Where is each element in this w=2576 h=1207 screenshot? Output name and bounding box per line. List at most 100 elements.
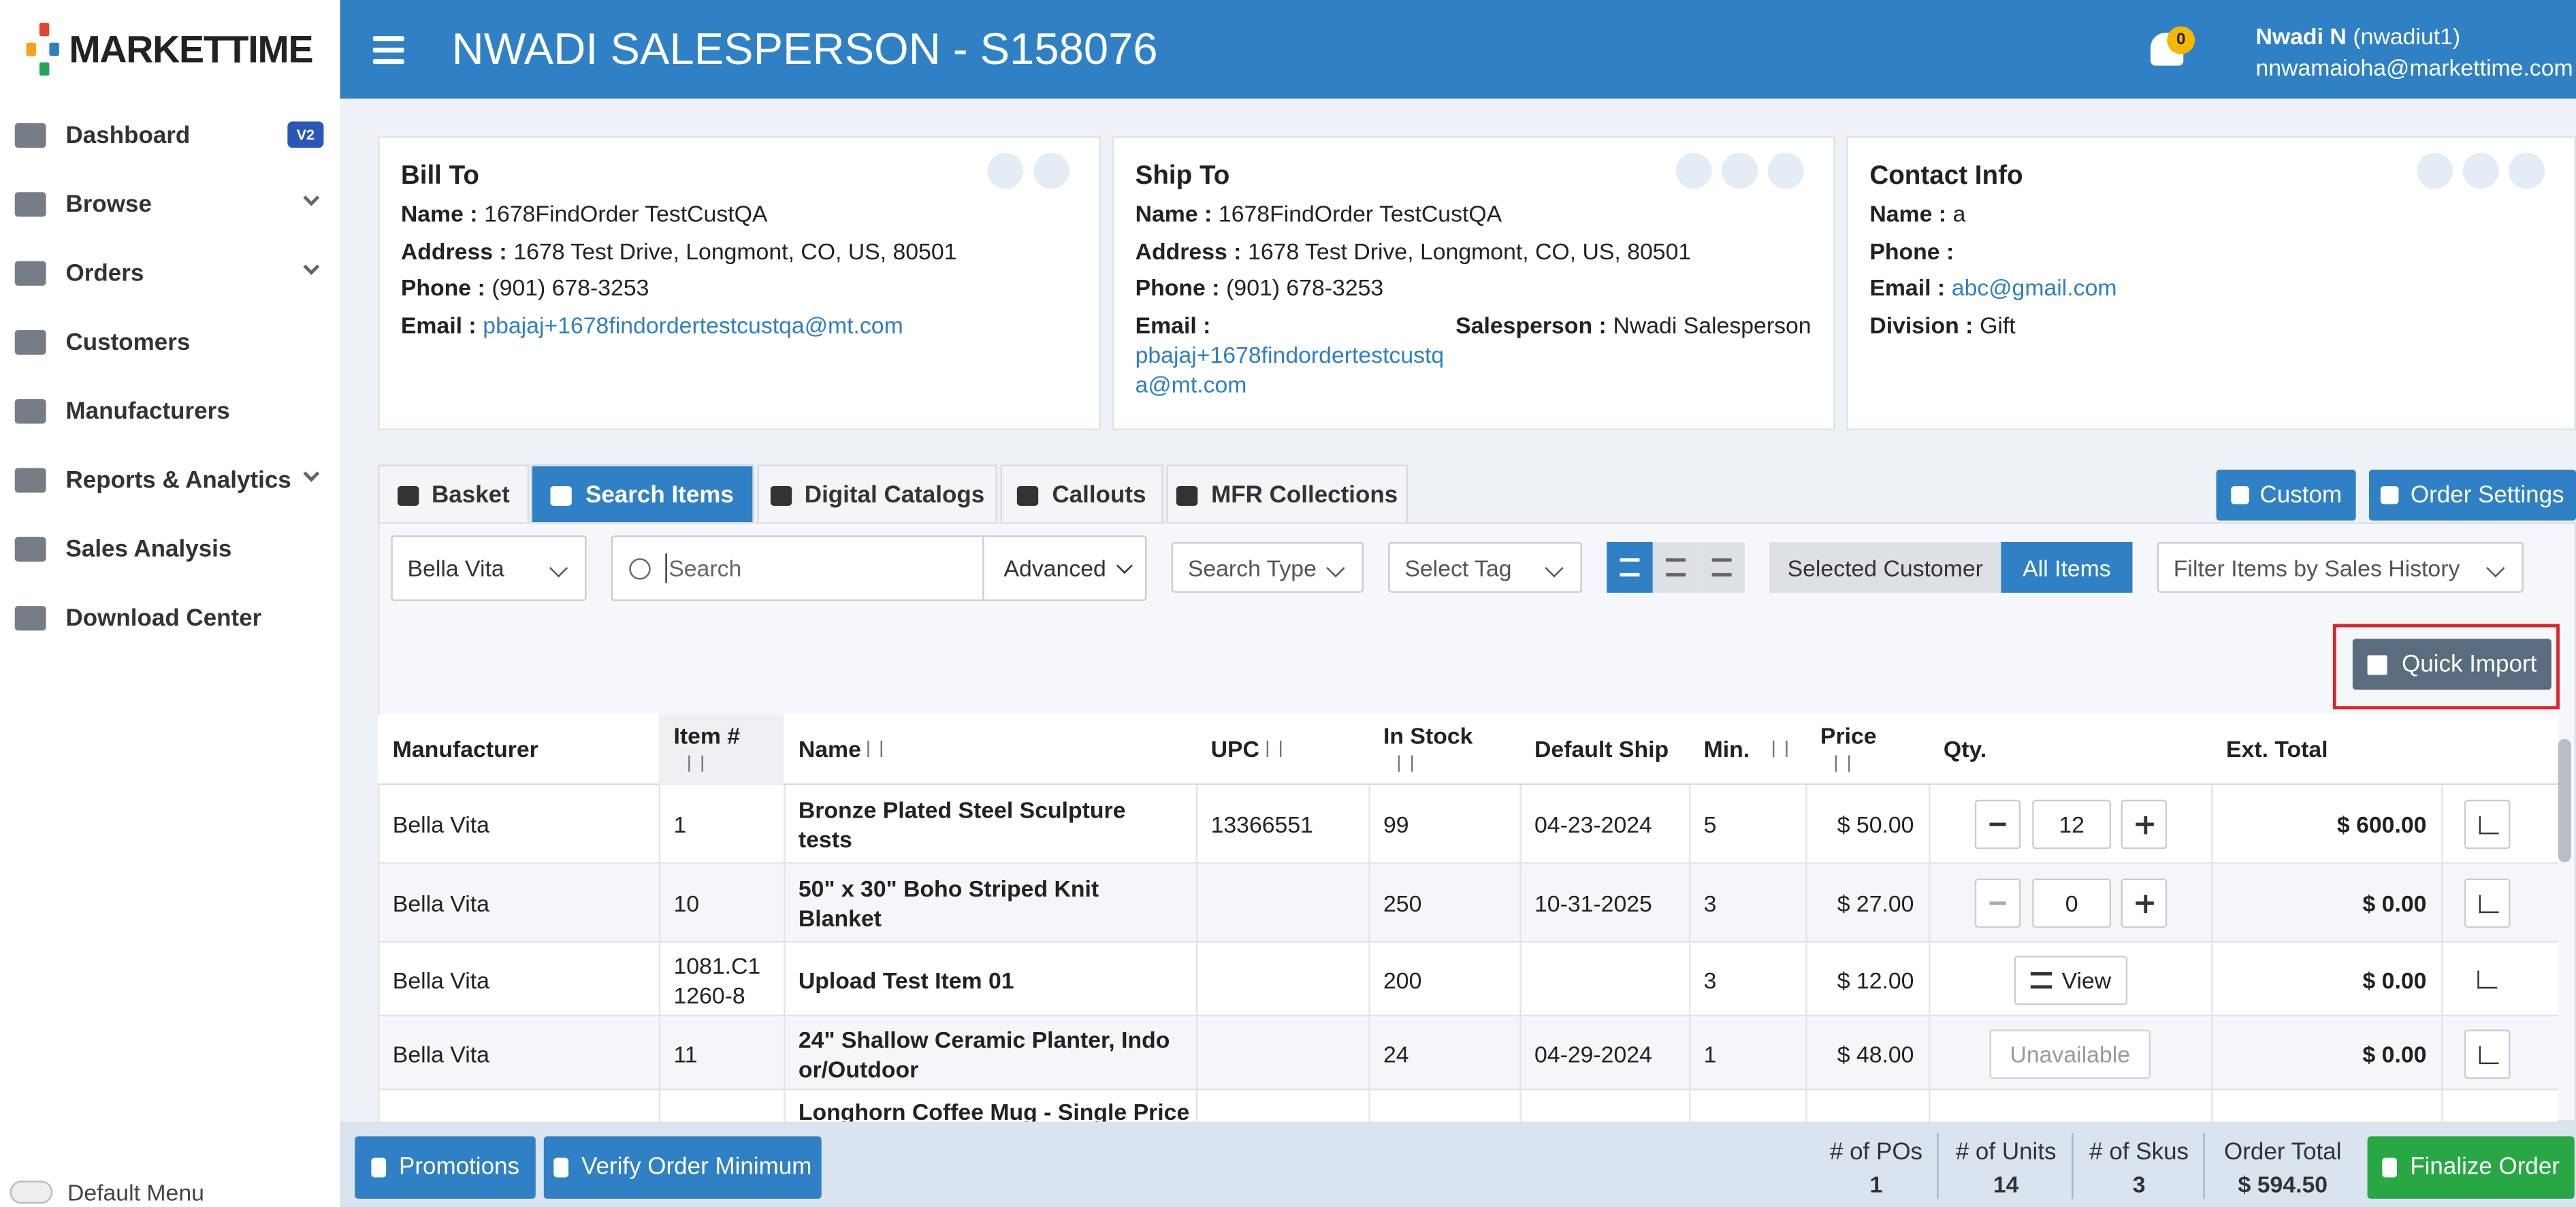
row-action[interactable]: [2464, 799, 2511, 850]
column-header[interactable]: UPC: [1210, 735, 1259, 762]
button-icon: [2230, 486, 2249, 504]
row-action[interactable]: [2464, 955, 2511, 1004]
tab[interactable]: Basket: [378, 464, 530, 524]
field-value: 1678FindOrder TestCustQA: [484, 200, 768, 227]
nav-item[interactable]: Reports & Analytics: [65, 468, 291, 495]
field-link[interactable]: pbajaj+1678findordertestcustqa@mt.com: [1135, 340, 1445, 397]
view-button[interactable]: View: [2014, 955, 2128, 1005]
search-type-select[interactable]: Search Type: [1171, 542, 1364, 593]
selected-customer[interactable]: Selected Customer: [1769, 542, 2001, 593]
card-action[interactable]: [987, 152, 1024, 189]
field-link[interactable]: abc@gmail.com: [1951, 274, 2117, 301]
user-id: (nwadiut1): [2353, 22, 2461, 50]
card-action[interactable]: [1675, 152, 1712, 189]
cell-divider: [1929, 942, 1931, 1017]
qty-plus[interactable]: [2121, 799, 2168, 850]
field-label: Phone :: [1869, 237, 1954, 264]
tab[interactable]: Callouts: [1000, 464, 1163, 524]
nav-item[interactable]: Dashboard: [65, 123, 191, 150]
table-cell[interactable]: Bronze Plated Steel Sculpture tests: [798, 796, 1126, 852]
tab[interactable]: MFR Collections: [1166, 464, 1408, 524]
column-header[interactable]: Price: [1820, 722, 1877, 749]
nav-item[interactable]: Orders: [65, 261, 144, 288]
button-icon: [2382, 1157, 2397, 1178]
tag-select[interactable]: Select Tag: [1388, 542, 1583, 593]
card-action[interactable]: [1722, 152, 1758, 189]
nav-item[interactable]: Customers: [65, 329, 191, 357]
field-label: Phone :: [400, 274, 485, 301]
cell-divider: [1368, 942, 1370, 1017]
tab-icon: [770, 485, 792, 505]
manufacturer-select[interactable]: Bella Vita: [391, 535, 587, 601]
qty-input[interactable]: 0: [2032, 878, 2112, 928]
cell-divider: [1195, 1016, 1198, 1091]
custom-button[interactable]: Custom: [2216, 469, 2356, 521]
card-action[interactable]: [1033, 152, 1070, 189]
column-header[interactable]: Name: [798, 735, 861, 762]
row-action[interactable]: [2464, 878, 2511, 928]
nav-item[interactable]: Sales Analysis: [65, 536, 232, 564]
qty-minus[interactable]: [1974, 799, 2021, 850]
table-cell: $ 50.00: [1837, 811, 1914, 838]
search-box[interactable]: Search Advanced: [611, 535, 1147, 601]
search-input[interactable]: Search: [665, 553, 978, 583]
table-cell: Bella Vita: [392, 966, 489, 993]
column-header[interactable]: Item #: [673, 722, 741, 749]
nav-icon: [14, 399, 46, 424]
table-cell: 1: [673, 811, 687, 838]
table-row: [378, 863, 2558, 943]
column-header[interactable]: Min.: [1703, 735, 1750, 762]
verify-button[interactable]: Verify Order Minimum: [543, 1136, 822, 1199]
nav-item[interactable]: Browse: [65, 192, 152, 219]
nav-badge: V2: [287, 121, 324, 148]
card-action[interactable]: [2416, 152, 2453, 189]
quick-import[interactable]: Quick Import: [2352, 639, 2551, 690]
qty-plus[interactable]: [2121, 878, 2168, 928]
nav-item[interactable]: Manufacturers: [65, 399, 230, 425]
card-field: Name :1678FindOrder TestCustQA: [401, 199, 1091, 297]
select-text: Filter Items by Sales History: [2173, 554, 2460, 581]
field-label: Salesperson :: [1455, 311, 1607, 338]
button-icon: [553, 1157, 568, 1178]
table-cell: 5: [1703, 811, 1717, 838]
table-cell[interactable]: 24" Shallow Ceramic Planter, Indoor/Outd…: [798, 1025, 1170, 1082]
sort-icon: [1835, 755, 1850, 772]
table-cell[interactable]: 50" x 30" Boho Striped Knit Blanket: [798, 875, 1099, 931]
table-cell[interactable]: Upload Test Item 01: [798, 966, 1014, 993]
order-settings-button[interactable]: Order Settings: [2368, 469, 2576, 521]
view-toggle[interactable]: [1698, 542, 1745, 593]
cell-divider: [2441, 942, 2443, 1017]
cell-divider: [784, 1016, 786, 1091]
promotions-button[interactable]: Promotions: [355, 1136, 536, 1199]
cell-divider: [1805, 863, 1807, 943]
tab[interactable]: Search Items: [530, 464, 754, 524]
qty-input[interactable]: 12: [2032, 799, 2112, 850]
table-cell[interactable]: Longhorn Coffee Mug - Single Price: [798, 1098, 1190, 1125]
nav-item[interactable]: Download Center: [65, 606, 262, 632]
card-action[interactable]: [2462, 152, 2499, 189]
table-cell: 3: [1703, 890, 1717, 917]
tab[interactable]: Digital Catalogs: [757, 464, 997, 524]
card-action[interactable]: [2509, 152, 2545, 189]
cell-divider: [1805, 942, 1807, 1017]
field-link[interactable]: pbajaj+1678findordertestcustqa@mt.com: [483, 311, 903, 338]
finalize-button[interactable]: Finalize Order: [2367, 1136, 2575, 1199]
select-text: Select Tag: [1404, 554, 1512, 581]
field-label: Division :: [1869, 311, 1974, 338]
action-icon: [2479, 895, 2499, 914]
card-action[interactable]: [1767, 152, 1804, 189]
stat-value: 3: [2132, 1170, 2146, 1197]
menu-toggle[interactable]: [10, 1180, 53, 1204]
sales-history-select[interactable]: Filter Items by Sales History: [2157, 542, 2524, 593]
row-action[interactable]: [2464, 1029, 2511, 1078]
all-items[interactable]: All Items: [2001, 542, 2133, 593]
advanced[interactable]: Advanced: [1003, 555, 1106, 581]
column-header[interactable]: In Stock: [1383, 722, 1473, 749]
select-text: Search Type: [1187, 554, 1317, 581]
view-toggle[interactable]: [1652, 542, 1699, 593]
user-name: Nwadi N: [2255, 22, 2347, 50]
field-label: Email :: [1135, 311, 1211, 338]
view-toggle[interactable]: [1607, 542, 1653, 593]
stat-label: # of Skus: [2089, 1140, 2189, 1166]
qty-minus[interactable]: [1974, 878, 2021, 928]
